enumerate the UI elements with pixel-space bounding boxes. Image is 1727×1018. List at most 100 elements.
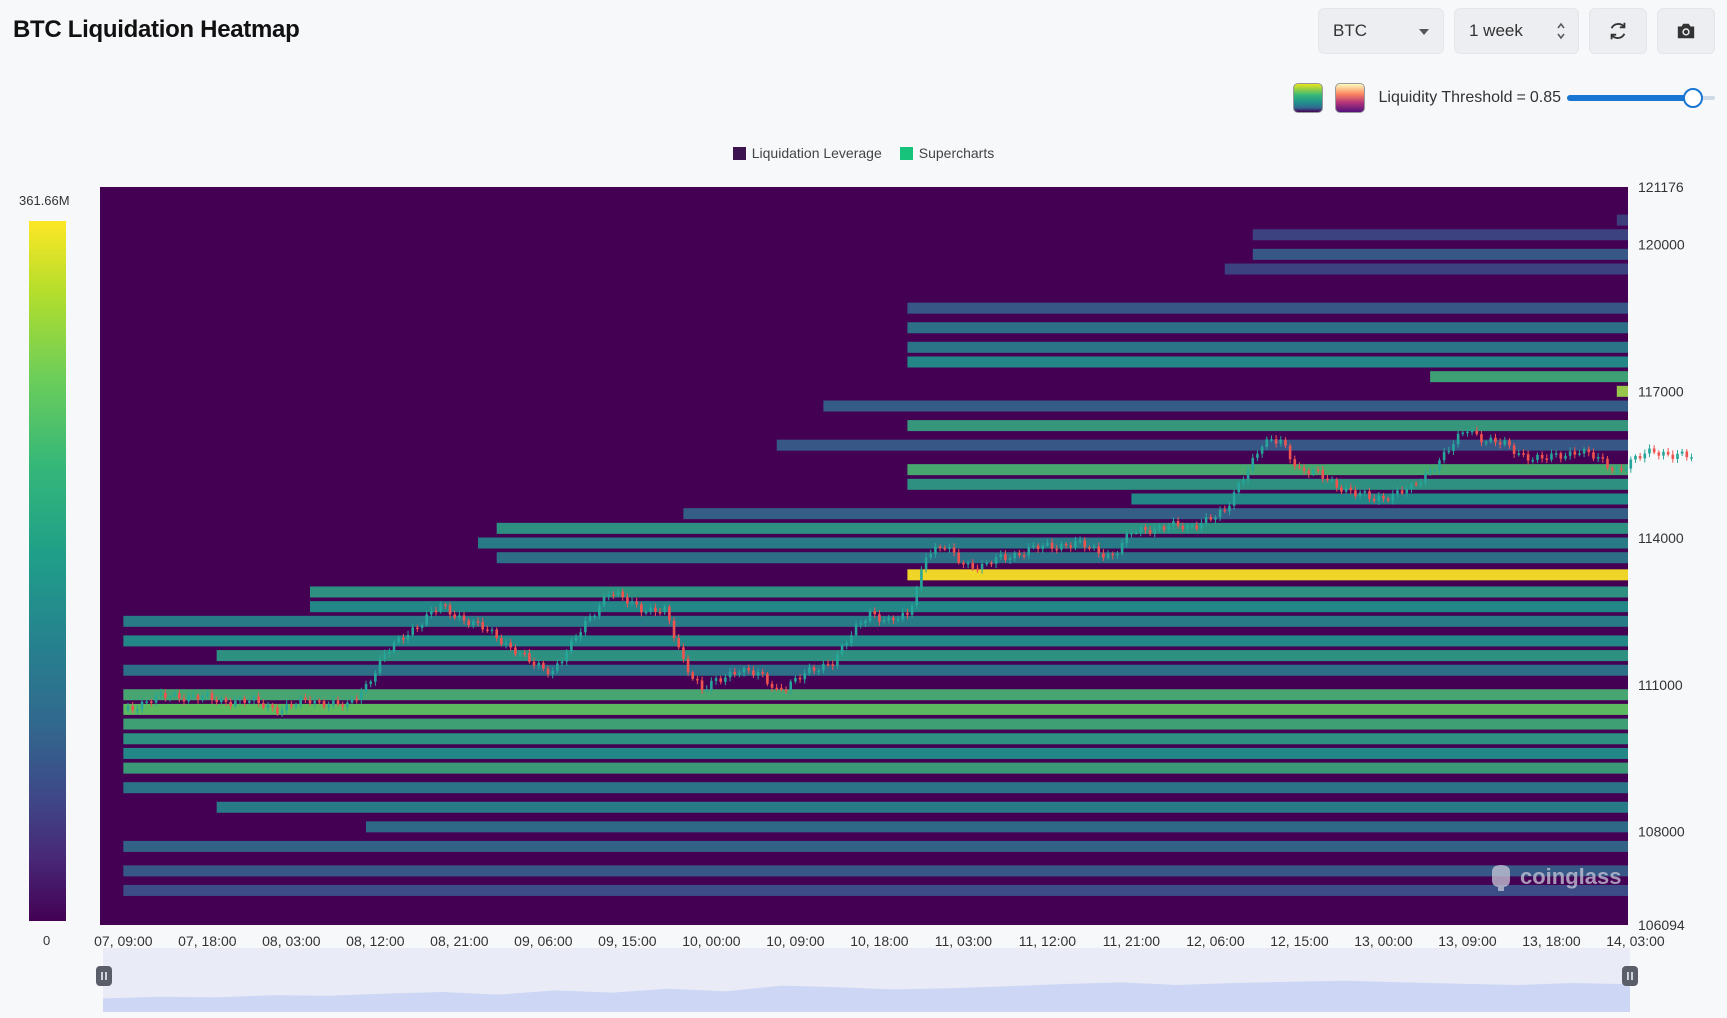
candle bbox=[1629, 459, 1633, 469]
x-tick-label: 10, 00:00 bbox=[682, 933, 741, 949]
screenshot-button[interactable] bbox=[1657, 8, 1715, 54]
candle bbox=[1083, 540, 1087, 548]
time-navigator[interactable] bbox=[103, 948, 1630, 1012]
x-tick-label: 10, 09:00 bbox=[766, 933, 825, 949]
liquidity-band bbox=[823, 400, 1628, 412]
candle bbox=[1335, 479, 1339, 488]
candle bbox=[934, 546, 937, 554]
candle bbox=[1676, 453, 1679, 459]
up-down-icon bbox=[1557, 22, 1565, 40]
candle bbox=[887, 617, 891, 621]
magma-palette-button[interactable] bbox=[1334, 83, 1365, 113]
candle bbox=[1069, 545, 1073, 548]
candle bbox=[1134, 532, 1138, 535]
candle bbox=[1368, 491, 1371, 499]
candle bbox=[1032, 545, 1035, 548]
candle bbox=[476, 621, 480, 623]
candle bbox=[873, 610, 877, 615]
candle bbox=[1270, 439, 1273, 441]
liquidity-band bbox=[123, 762, 1629, 774]
candle bbox=[1251, 457, 1255, 471]
range-select[interactable]: 1 week bbox=[1454, 8, 1579, 54]
candle bbox=[831, 664, 835, 666]
y-tick-label: 106094 bbox=[1638, 917, 1685, 933]
candle bbox=[518, 652, 522, 655]
candle bbox=[1540, 454, 1544, 459]
navigator-left-handle[interactable] bbox=[96, 966, 112, 986]
candle bbox=[467, 620, 470, 626]
candle bbox=[318, 700, 321, 703]
candle bbox=[1340, 487, 1343, 492]
candle bbox=[392, 642, 396, 652]
candle bbox=[864, 621, 867, 624]
candle bbox=[808, 667, 811, 674]
coin-select-value: BTC bbox=[1333, 21, 1367, 40]
candle bbox=[546, 668, 550, 675]
candle bbox=[537, 662, 541, 666]
slider-thumb[interactable] bbox=[1682, 88, 1703, 108]
coinglass-watermark: coinglass bbox=[1488, 862, 1621, 892]
candle bbox=[1620, 468, 1623, 470]
candle bbox=[1662, 451, 1665, 456]
candle bbox=[1615, 468, 1619, 471]
candle bbox=[1652, 448, 1656, 453]
candle bbox=[1377, 495, 1381, 501]
x-tick-label: 09, 06:00 bbox=[514, 933, 573, 949]
x-tick-label: 12, 06:00 bbox=[1186, 933, 1245, 949]
candle bbox=[206, 693, 209, 696]
candle bbox=[1181, 525, 1185, 530]
x-tick-label: 11, 12:00 bbox=[1019, 933, 1077, 949]
candle bbox=[654, 607, 657, 612]
candle bbox=[822, 663, 825, 671]
candle bbox=[1092, 546, 1096, 548]
x-tick-label: 13, 18:00 bbox=[1522, 933, 1581, 949]
candle bbox=[1526, 454, 1530, 461]
candle bbox=[1242, 479, 1245, 483]
candle bbox=[556, 663, 559, 671]
legend-item-liquidation-leverage[interactable]: Liquidation Leverage bbox=[732, 145, 882, 161]
viridis-palette-button[interactable] bbox=[1292, 83, 1323, 113]
legend-label: Supercharts bbox=[918, 145, 995, 161]
y-tick-label: 108000 bbox=[1638, 824, 1685, 840]
candle bbox=[728, 671, 732, 678]
liquidity-band bbox=[123, 635, 1629, 647]
candle bbox=[850, 635, 853, 644]
candle bbox=[1536, 454, 1539, 460]
candle bbox=[1363, 491, 1367, 493]
candle bbox=[747, 668, 751, 671]
candle bbox=[1008, 558, 1012, 560]
candle bbox=[780, 687, 783, 690]
candle bbox=[719, 678, 723, 682]
candle bbox=[1606, 458, 1609, 468]
candle bbox=[313, 700, 316, 704]
candle bbox=[243, 698, 246, 703]
candle bbox=[1167, 525, 1171, 530]
candle bbox=[1190, 525, 1194, 527]
candle bbox=[304, 697, 307, 700]
candle bbox=[1022, 555, 1026, 557]
candle bbox=[173, 693, 176, 697]
candle bbox=[215, 699, 218, 703]
refresh-button[interactable] bbox=[1589, 8, 1647, 54]
candle bbox=[1372, 498, 1376, 501]
candle bbox=[500, 637, 503, 645]
page-title: BTC Liquidation Heatmap bbox=[13, 16, 300, 43]
x-tick-label: 08, 12:00 bbox=[346, 933, 405, 949]
candle bbox=[1172, 521, 1175, 526]
candle bbox=[425, 614, 428, 625]
coin-select[interactable]: BTC bbox=[1318, 8, 1444, 54]
candle bbox=[1260, 446, 1264, 454]
candle bbox=[938, 546, 942, 549]
x-tick-label: 08, 03:00 bbox=[262, 933, 321, 949]
legend-item-supercharts[interactable]: Supercharts bbox=[899, 145, 995, 161]
liquidity-band bbox=[123, 689, 1629, 701]
navigator-right-handle[interactable] bbox=[1622, 966, 1638, 986]
candle bbox=[1643, 453, 1647, 459]
liquidity-band bbox=[1616, 214, 1628, 226]
candle bbox=[1484, 441, 1488, 444]
threshold-slider[interactable] bbox=[1567, 86, 1715, 110]
candle bbox=[714, 678, 718, 681]
candle bbox=[290, 704, 293, 707]
candle bbox=[1498, 442, 1502, 445]
